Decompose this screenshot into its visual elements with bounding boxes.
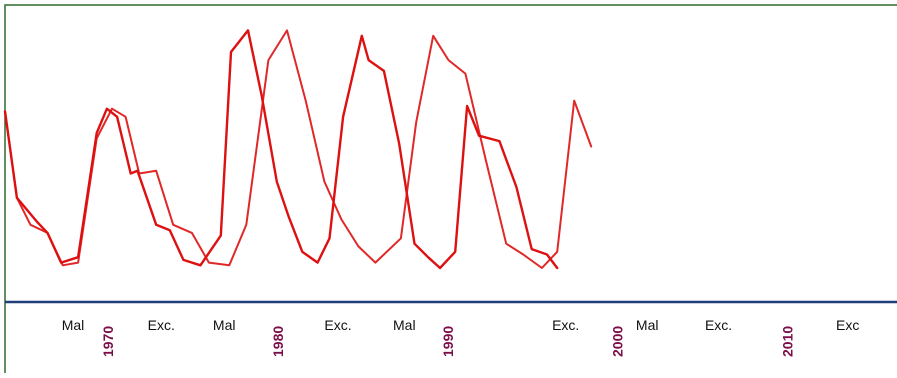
phase-label: Mal [636, 317, 659, 333]
year-tick-label: 1980 [270, 326, 286, 357]
year-tick-label: 1970 [100, 326, 116, 357]
chart-frame [4, 4, 897, 378]
phase-label: Exc. [148, 317, 175, 333]
phase-label-layer: Mal Exc. Mal Exc. Mal Exc. Mal Exc. Exc [62, 317, 860, 333]
year-tick-label: 2000 [610, 326, 626, 357]
phase-label: Mal [62, 317, 85, 333]
year-tick-label: 1990 [440, 326, 456, 357]
phase-label: Exc. [324, 317, 351, 333]
phase-label: Exc. [705, 317, 732, 333]
phase-label: Mal [213, 317, 236, 333]
phase-label: Mal [393, 317, 416, 333]
series-line-2 [4, 29, 593, 269]
phase-label: Exc. [552, 317, 579, 333]
year-tick-layer: 1970 1980 1990 2000 2010 [100, 326, 796, 357]
series-line-1 [3, 29, 559, 270]
series-layer [3, 29, 593, 270]
phase-label: Exc [836, 317, 859, 333]
year-tick-label: 2010 [780, 326, 796, 357]
